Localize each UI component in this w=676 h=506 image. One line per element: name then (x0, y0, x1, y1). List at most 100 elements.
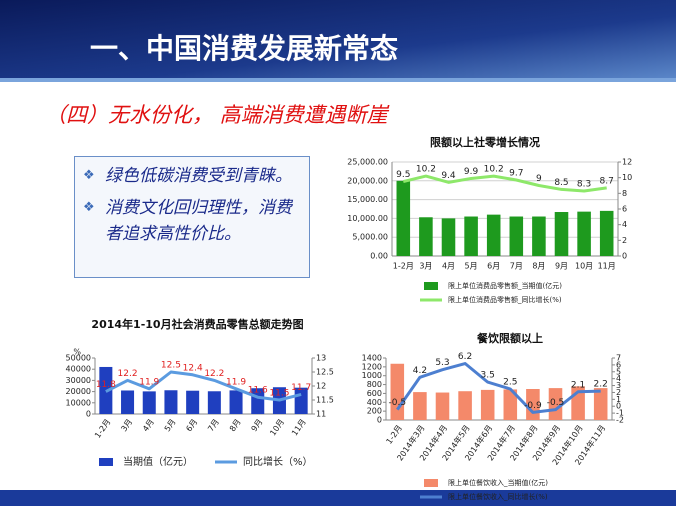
bar (486, 214, 501, 256)
legend-label: 限上单位餐饮收入_同比增长(%) (448, 492, 548, 501)
slide-subtitle: （四）无水份化， 高端消费遭遇断崖 (45, 103, 390, 127)
y2-tick-label: 6 (622, 205, 627, 214)
y2-tick-label: 4 (616, 374, 621, 383)
data-label: 3.5 (481, 371, 495, 381)
y-tick-label: 1000 (362, 371, 382, 380)
x-tick-label: 10月 (575, 262, 593, 271)
data-label: 12.4 (183, 363, 203, 373)
bullet: ❖ 绿色低碳消费受到青睐。 (83, 163, 301, 189)
x-tick-label: 7月 (206, 417, 221, 433)
x-tick-label: 5月 (465, 262, 478, 271)
footer-band (0, 490, 676, 506)
x-tick-label: 1-2月 (393, 262, 414, 271)
y2-tick-label: 3 (616, 381, 621, 390)
header-band (0, 0, 676, 78)
legend-swatch (99, 458, 113, 466)
legend-label: 限上单位消费品零售额_当期值(亿元) (448, 281, 562, 290)
header-strip (0, 78, 676, 82)
bar (121, 390, 135, 414)
x-tick-label: 3月 (119, 417, 134, 433)
data-label: 11.9 (139, 377, 159, 387)
bar (458, 391, 472, 420)
y2-tick-label: 5 (616, 367, 621, 376)
y2-tick-label: 0 (622, 252, 627, 261)
x-tick-label: 3月 (419, 262, 432, 271)
bar (509, 216, 524, 256)
data-label: 11.6 (248, 386, 268, 396)
data-label: 8.7 (600, 176, 614, 186)
y-tick-label: 1200 (362, 362, 382, 371)
data-label: -0.9 (524, 401, 542, 411)
chart-title: 限额以上社零增长情况 (430, 136, 540, 149)
data-label: 11.9 (226, 377, 246, 387)
legend-swatch (424, 282, 438, 290)
line (105, 370, 302, 402)
data-label: 12.2 (118, 369, 138, 379)
data-label: 9.5 (396, 170, 410, 180)
y-tick-label: 30000 (66, 376, 91, 385)
y2-tick-label: 7 (616, 354, 621, 363)
bar (142, 391, 156, 414)
bar (577, 211, 591, 256)
y2-tick-label: 11 (316, 410, 326, 419)
chart-title: 2014年1-10月社会消费品零售总额走势图 (91, 318, 304, 331)
x-tick-label: 1-2月 (385, 423, 404, 445)
bullet-text: 消费文化回归理性，消费者追求高性价比。 (105, 198, 292, 244)
bar (229, 390, 243, 414)
legend-label: 限上单位餐饮收入_当期值(亿元) (448, 478, 548, 487)
y2-tick-label: 12.5 (316, 368, 334, 377)
y2-tick-label: 12 (622, 158, 632, 167)
bar (480, 389, 495, 420)
bar (599, 210, 614, 256)
data-label: 12.5 (161, 361, 181, 371)
bar (532, 216, 546, 256)
bar (554, 212, 569, 256)
x-tick-label: 11月 (290, 417, 308, 437)
y-tick-label: 600 (367, 389, 382, 398)
y2-tick-label: -2 (616, 416, 624, 425)
x-tick-label: 4月 (442, 262, 455, 271)
y-tick-label: 1400 (362, 354, 382, 363)
y2-tick-label: 2 (622, 236, 627, 245)
data-label: 8.3 (577, 179, 591, 189)
y-tick-label: 15,000.00 (347, 195, 388, 204)
x-tick-label: 6月 (184, 417, 199, 433)
y2-tick-label: 0 (616, 402, 621, 411)
y-tick-label: 20000 (66, 387, 91, 396)
data-label: 2.1 (571, 380, 585, 390)
bullet-text: 绿色低碳消费受到青睐。 (105, 166, 292, 186)
legend-label: 同比增长（%） (243, 455, 313, 468)
bar (186, 390, 200, 414)
y-tick-label: 200 (367, 407, 382, 416)
y-tick-label: 800 (367, 380, 382, 389)
y-tick-label: 10,000.00 (347, 214, 388, 223)
data-label: 4.2 (413, 366, 427, 376)
y2-tick-label: 4 (622, 220, 627, 229)
bullet-box: ❖ 绿色低碳消费受到青睐。 ❖ 消费文化回归理性，消费者追求高性价比。 (74, 156, 310, 278)
legend-swatch (424, 479, 438, 487)
data-label: 10.2 (416, 165, 436, 175)
data-label: 6.2 (458, 352, 472, 362)
bar (164, 390, 178, 414)
data-label: 9 (536, 174, 542, 184)
data-label: 10.2 (484, 165, 504, 175)
bar (396, 180, 411, 256)
y-tick-label: 0 (377, 416, 382, 425)
bar (441, 218, 456, 256)
axis-label: % (73, 348, 81, 357)
y2-tick-label: 12 (316, 382, 326, 391)
bar (593, 388, 608, 420)
line (396, 362, 601, 414)
bar (503, 389, 518, 420)
data-label: 2.5 (503, 378, 517, 388)
x-tick-label: 9月 (555, 262, 568, 271)
y-tick-label: 25,000.00 (347, 158, 388, 167)
bar (390, 363, 405, 420)
y-tick-label: 0.00 (370, 252, 388, 261)
bar (464, 216, 478, 256)
bullet: ❖ 消费文化回归理性，消费者追求高性价比。 (83, 195, 301, 247)
y-tick-label: 40000 (66, 365, 91, 374)
y2-tick-label: 1 (616, 395, 621, 404)
bar (435, 392, 450, 420)
